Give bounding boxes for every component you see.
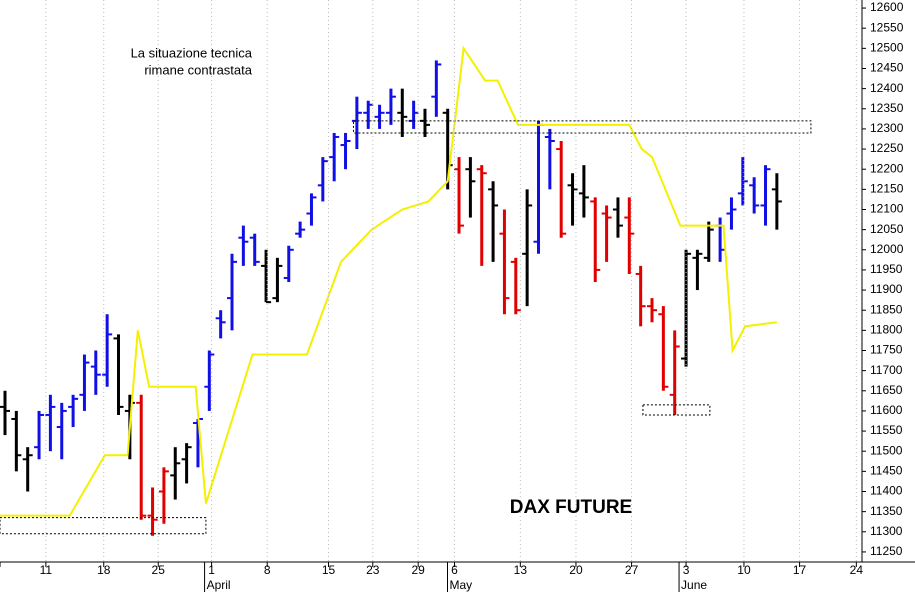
x-tick-label: 29 [411,563,425,577]
y-tick-label: 11550 [870,423,903,437]
y-tick-label: 11800 [870,323,903,337]
y-tick-label: 11400 [870,484,903,498]
x-tick-label: 3 [683,563,690,577]
y-tick-label: 11850 [870,302,903,316]
zone [642,404,711,416]
x-tick-label: 20 [569,563,583,577]
x-tick-label: 18 [97,563,111,577]
y-tick-label: 11700 [870,363,903,377]
y-tick-label: 12150 [870,182,904,196]
x-tick-label: 6 [451,563,458,577]
y-tick-label: 11300 [870,524,903,538]
y-tick-label: 12600 [870,0,904,14]
x-tick-label: 8 [264,563,271,577]
month-label: May [449,578,472,592]
y-tick-label: 12250 [870,141,904,155]
y-tick-label: 12100 [870,202,904,216]
y-tick-label: 12550 [870,20,904,34]
y-tick-label: 11900 [870,282,903,296]
y-tick-label: 12300 [870,121,904,135]
y-tick-label: 12050 [870,222,904,236]
moving-line [0,45,777,517]
y-tick-label: 12450 [870,61,904,75]
annotation: La situazione tecnica [131,45,253,60]
zone [352,120,812,134]
y-tick-label: 12000 [870,242,904,256]
y-tick-label: 11750 [870,343,903,357]
x-tick-label: 13 [514,563,528,577]
x-tick-label: 24 [850,563,864,577]
y-tick-label: 12350 [870,101,904,115]
y-tick-label: 12400 [870,81,904,95]
x-tick-label: 17 [793,563,807,577]
y-tick-label: 11600 [870,403,903,417]
y-tick-label: 11350 [870,504,903,518]
month-label: April [207,578,231,592]
annotation: rimane contrastata [144,62,252,77]
y-tick-label: 11500 [870,443,903,457]
y-tick-label: 11650 [870,383,903,397]
x-tick-label: 10 [737,563,751,577]
y-tick-label: 11450 [870,464,903,478]
x-tick-label: 15 [322,563,336,577]
zone [0,517,207,535]
y-tick-label: 12200 [870,161,904,175]
x-tick-label: 11 [40,563,53,577]
y-tick-label: 11950 [870,262,903,276]
chart-title: DAX FUTURE [510,497,632,518]
y-tick-label: 12500 [870,41,904,55]
y-tick-label: 11250 [870,544,903,558]
x-tick-label: 25 [152,563,166,577]
x-tick-label: 27 [625,563,639,577]
x-tick-label: 23 [366,563,380,577]
month-label: June [681,578,707,592]
x-tick-label: 1 [208,563,215,577]
